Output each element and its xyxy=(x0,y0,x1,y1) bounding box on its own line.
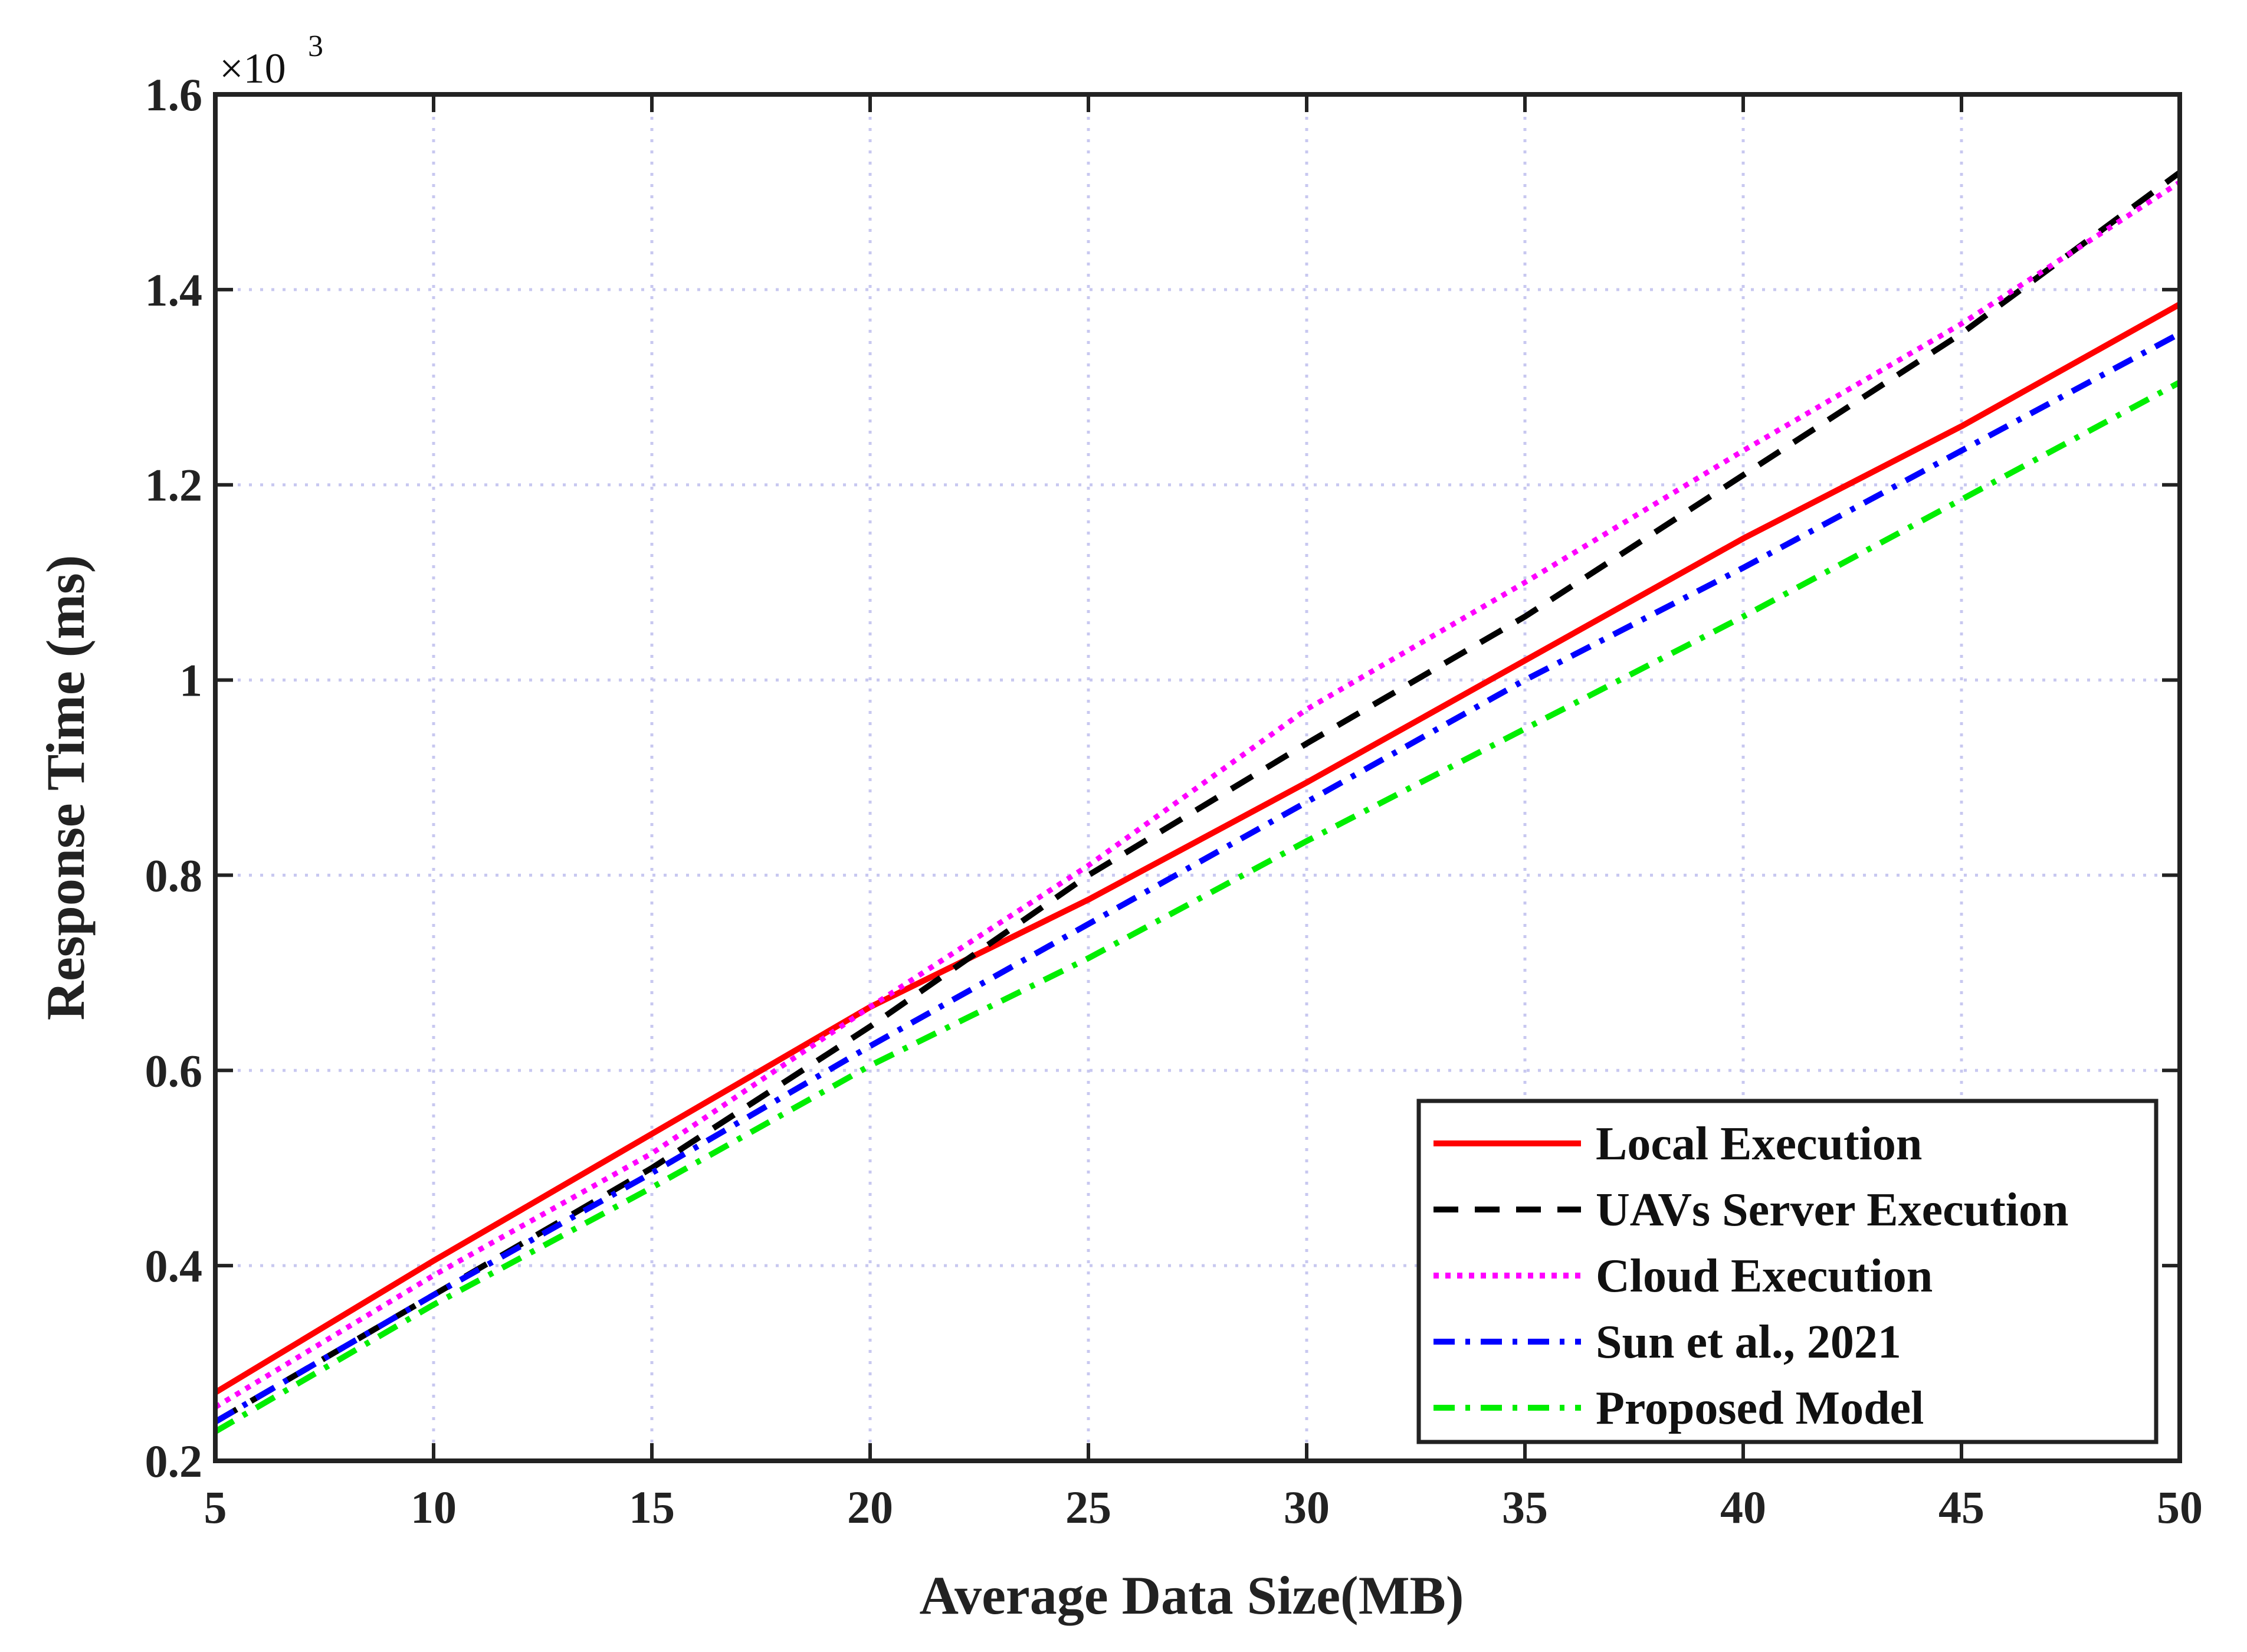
legend-label-1: Local Execution xyxy=(1596,1118,1922,1170)
x-tick-label: 40 xyxy=(1720,1481,1766,1533)
legend-label-2: UAVs Server Execution xyxy=(1596,1184,2068,1236)
y-tick-label: 0.6 xyxy=(145,1045,203,1096)
y-multiplier-label: ×10 xyxy=(219,45,286,92)
series-lines xyxy=(214,170,2182,1434)
x-tick-label: 20 xyxy=(847,1481,893,1533)
x-tick-label: 50 xyxy=(2157,1481,2203,1533)
y-tick-label: 1.2 xyxy=(145,460,203,511)
x-tick-label: 35 xyxy=(1502,1481,1548,1533)
y-tick-label: 1.6 xyxy=(145,69,203,120)
y-tick-label: 0.2 xyxy=(145,1435,203,1487)
x-tick-label: 30 xyxy=(1284,1481,1330,1533)
x-tick-label: 15 xyxy=(629,1481,675,1533)
y-tick-label: 0.4 xyxy=(145,1240,203,1292)
x-tick-label: 10 xyxy=(411,1481,457,1533)
y-tick-label: 1.4 xyxy=(145,264,203,316)
legend-label-4: Sun et al., 2021 xyxy=(1596,1316,1901,1368)
series-line-4 xyxy=(214,330,2182,1425)
series-line-1 xyxy=(214,301,2182,1395)
x-tick-label: 45 xyxy=(1938,1481,1984,1533)
plot-frame xyxy=(213,92,2182,1463)
y-tick-label: 1 xyxy=(179,655,202,706)
y-multiplier-exponent: 3 xyxy=(308,30,323,63)
y-tick-label: 0.8 xyxy=(145,850,203,901)
y-axis-title: Response Time (ms) xyxy=(35,555,96,1021)
series-line-3 xyxy=(214,180,2182,1410)
x-tick-label: 25 xyxy=(1065,1481,1111,1533)
x-tick-label: 5 xyxy=(204,1481,227,1533)
series-line-5 xyxy=(214,379,2182,1434)
legend: Local Execution UAVs Server Execution Clou… xyxy=(1416,1099,2159,1444)
x-axis-title: Average Data Size(MB) xyxy=(919,1565,1464,1625)
legend-label-3: Cloud Execution xyxy=(1596,1250,1933,1302)
axis-ticks: 5 10 15 20 25 30 35 40 45 50 0.2 0.4 0.6 0.8 1 1.2 1.4 1.… xyxy=(145,69,2203,1533)
legend-label-5: Proposed Model xyxy=(1596,1382,1924,1434)
legend-box xyxy=(1416,1099,2159,1444)
